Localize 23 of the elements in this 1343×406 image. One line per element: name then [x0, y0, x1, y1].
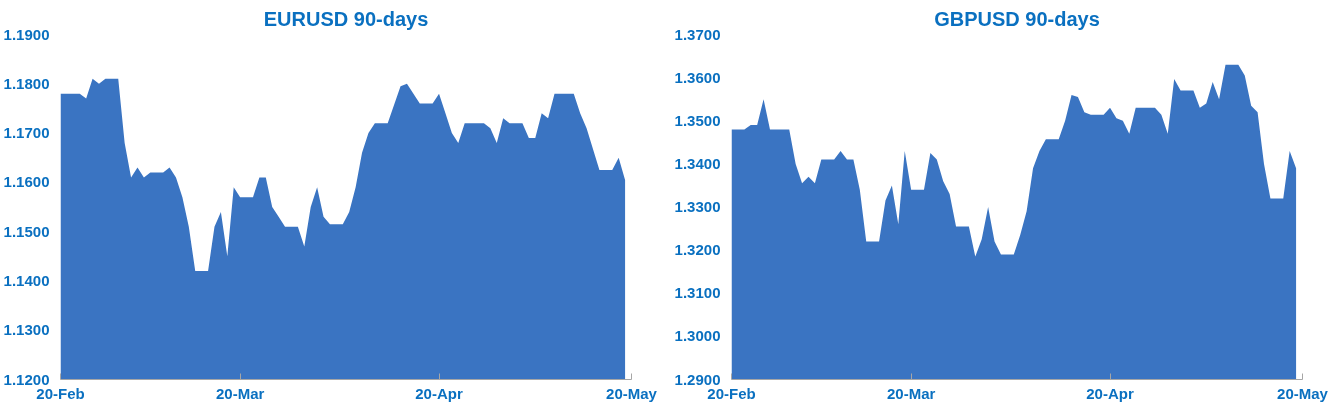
x-tick-label: 20-May — [606, 384, 658, 402]
y-tick-label: 1.1900 — [3, 25, 50, 43]
x-tick-label: 20-May — [1277, 384, 1329, 402]
y-tick-label: 1.3400 — [674, 154, 721, 172]
y-tick-label: 1.3500 — [674, 111, 721, 129]
chart-title: GBPUSD 90-days — [934, 7, 1100, 30]
y-tick-label: 1.3600 — [674, 68, 721, 86]
y-tick-label: 1.3100 — [674, 284, 721, 302]
y-tick-label: 1.3300 — [674, 198, 721, 215]
y-tick-label: 1.1500 — [3, 222, 50, 240]
x-tick-label: 20-Apr — [415, 384, 463, 402]
x-tick-label: 20-Mar — [215, 384, 265, 402]
y-tick-label: 1.1700 — [3, 124, 50, 142]
y-tick-label: 1.1600 — [3, 173, 50, 191]
y-tick-label: 1.1800 — [3, 74, 50, 92]
y-tick-label: 1.3200 — [674, 241, 721, 259]
x-tick-label: 20-Mar — [886, 384, 936, 402]
chart-title: EURUSD 90-days — [263, 7, 429, 30]
y-tick-label: 1.1300 — [3, 321, 50, 339]
x-tick-label: 20-Apr — [1086, 384, 1134, 402]
y-tick-label: 1.3000 — [674, 327, 721, 345]
y-tick-label: 1.1400 — [3, 271, 50, 289]
y-tick-label: 1.3700 — [674, 25, 721, 43]
